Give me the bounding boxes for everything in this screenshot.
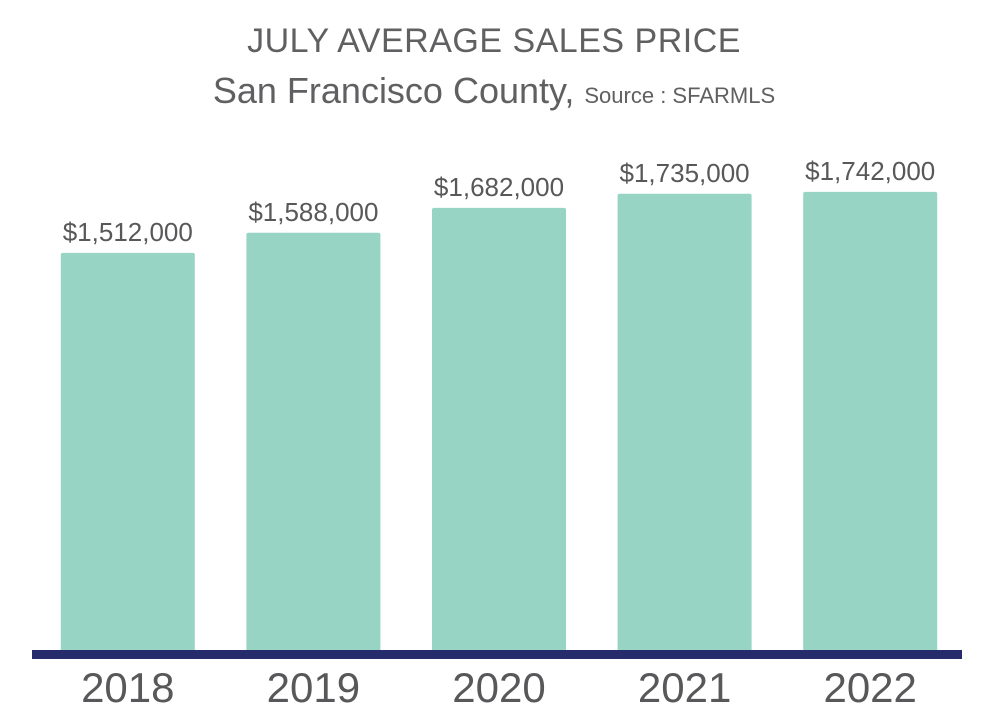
bar-2020	[432, 207, 566, 654]
bar-2021	[617, 193, 752, 654]
value-label-2018: $1,512,000	[63, 217, 193, 247]
x-axis-baseline	[32, 650, 962, 659]
value-label-2021: $1,735,000	[620, 158, 750, 188]
chart-source: Source : SFARMLS	[584, 83, 776, 108]
chart-subtitle: San Francisco County,	[212, 70, 575, 111]
x-tick-label-2021: 2021	[638, 664, 731, 711]
x-tick-label-2020: 2020	[452, 664, 545, 711]
chart-title: JULY AVERAGE SALES PRICE	[247, 22, 741, 60]
value-label-2020: $1,682,000	[434, 172, 564, 202]
bar-2018	[60, 252, 195, 654]
chart-subtitle-line: San Francisco County, Source : SFARMLS	[0, 70, 988, 112]
x-tick-label-2019: 2019	[267, 664, 360, 711]
x-tick-label-2018: 2018	[81, 664, 174, 711]
value-label-2022: $1,742,000	[805, 156, 935, 186]
bar-2019	[246, 232, 381, 655]
bar-2022	[803, 191, 938, 655]
x-tick-label-2022: 2022	[823, 664, 916, 711]
value-label-2019: $1,588,000	[248, 197, 378, 227]
